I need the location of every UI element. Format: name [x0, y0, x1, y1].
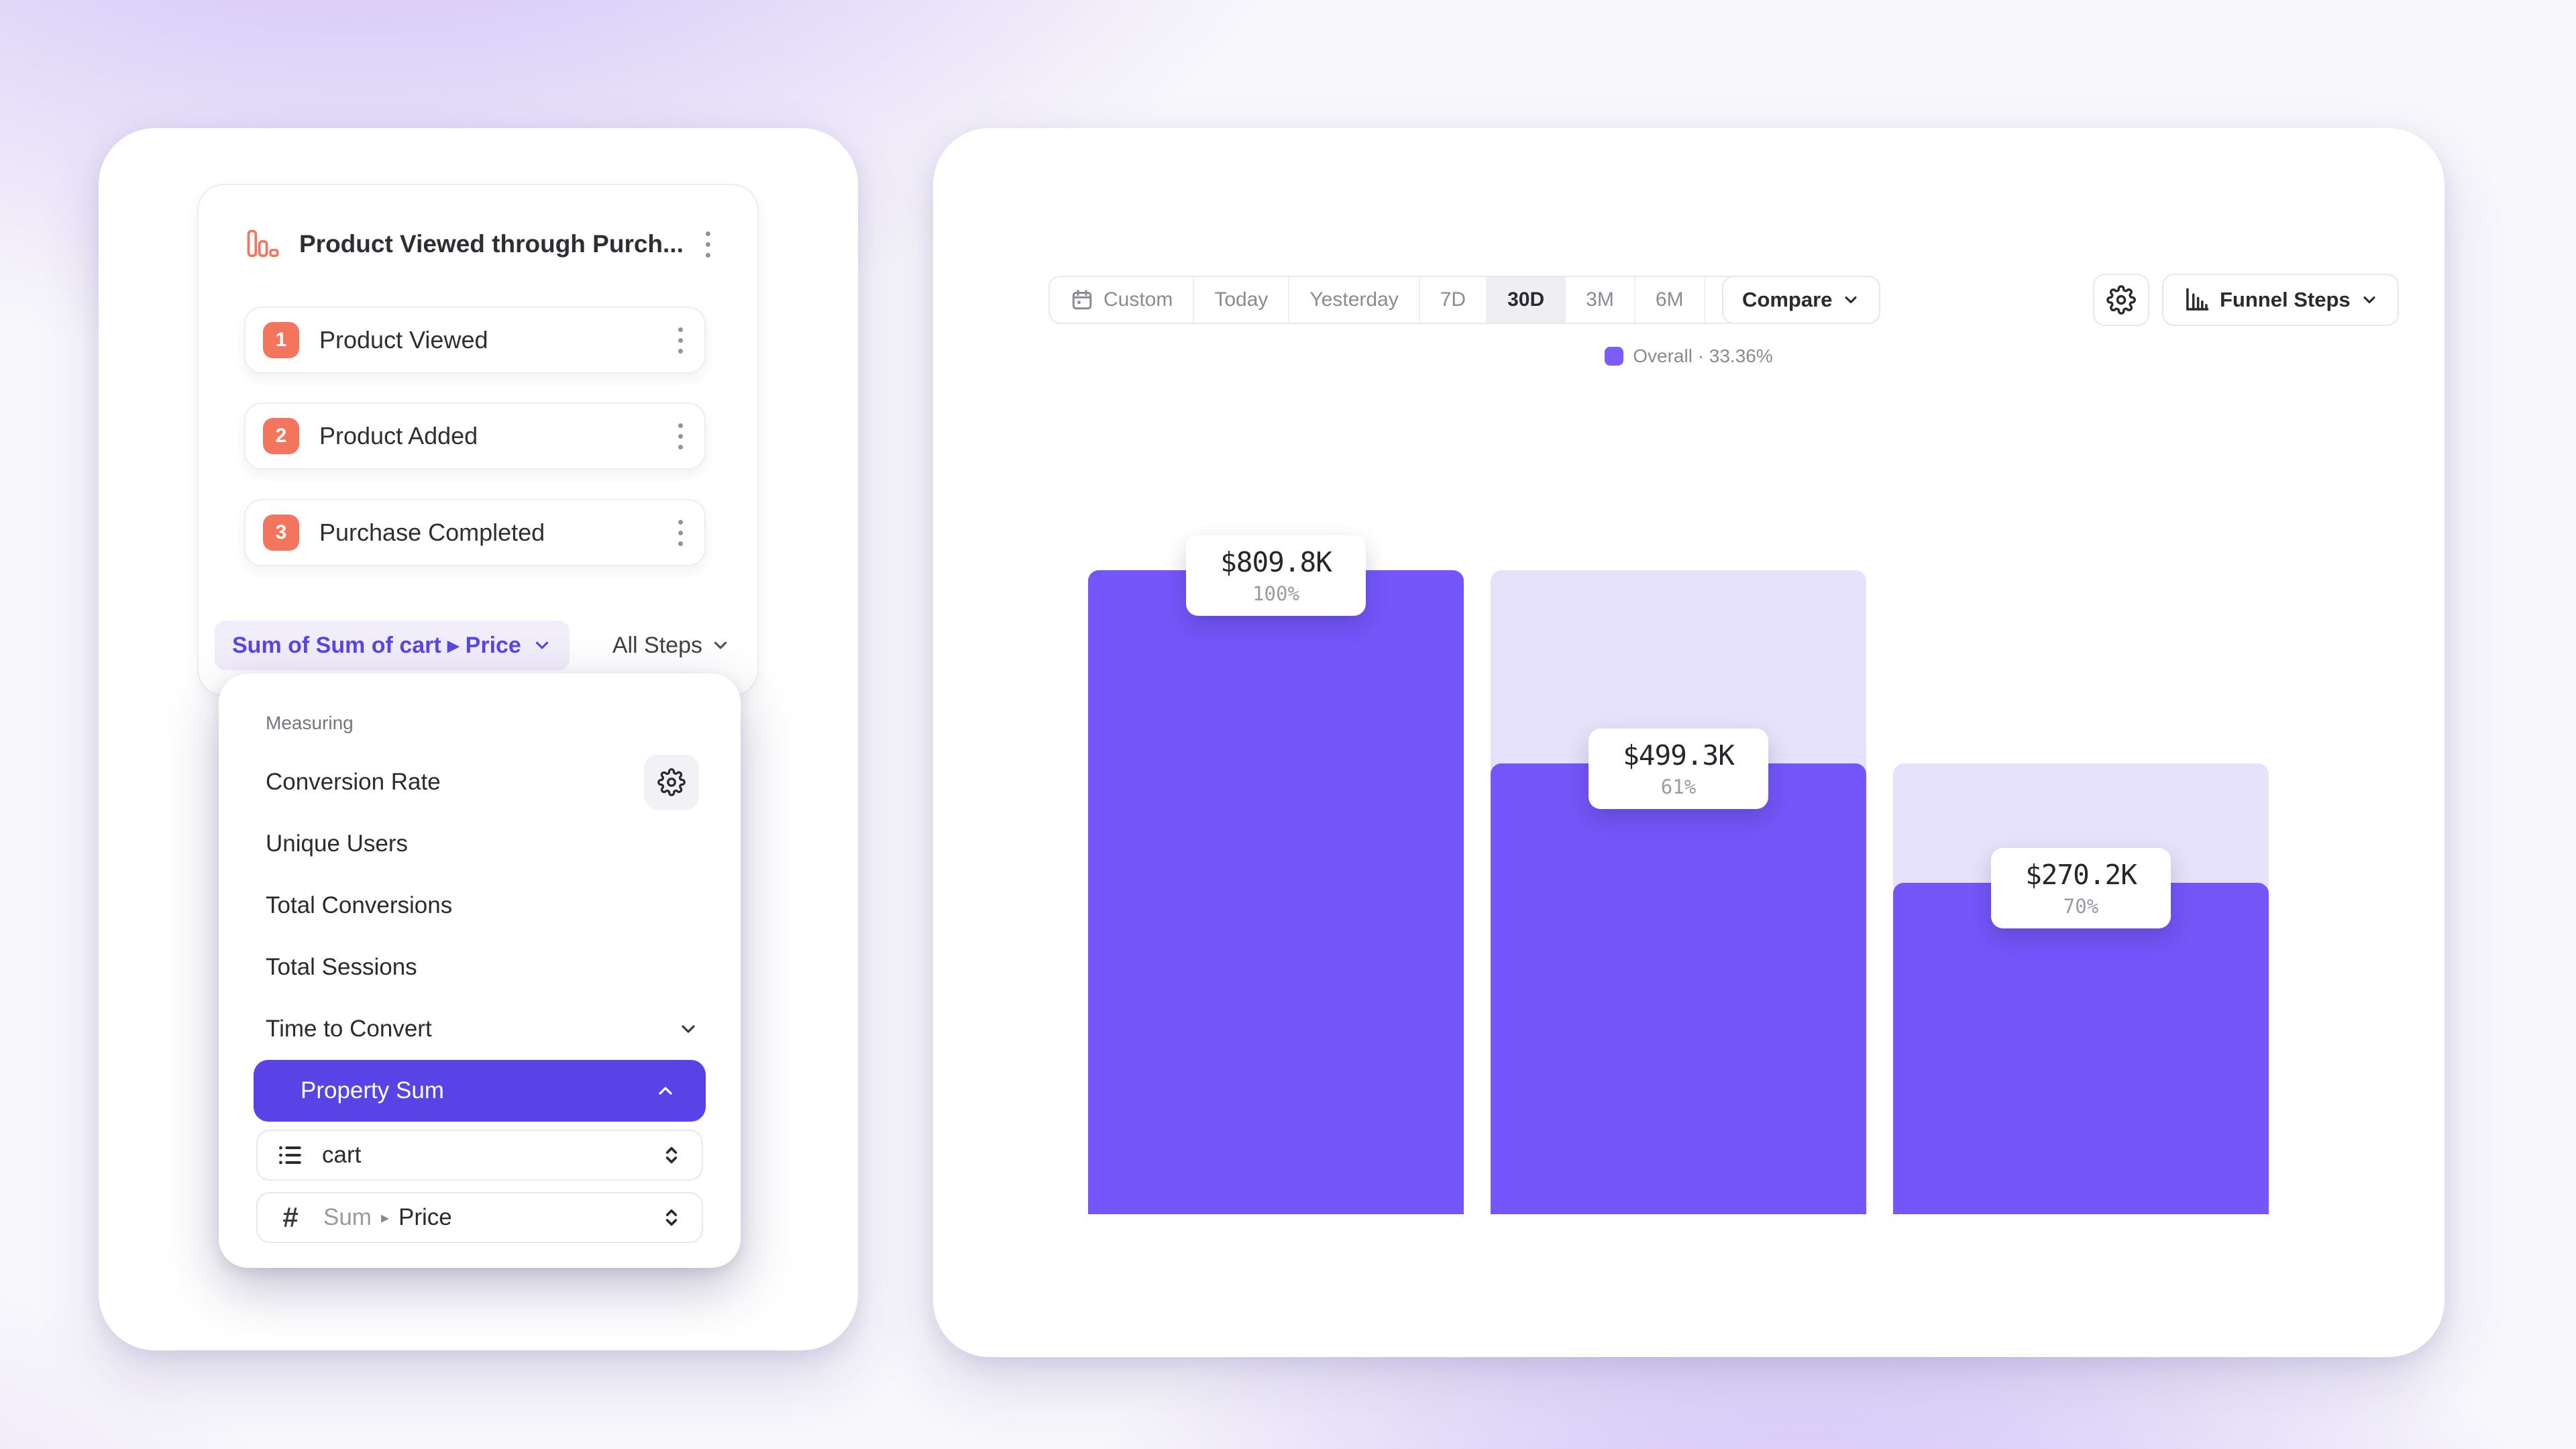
chevron-down-icon: [710, 635, 731, 655]
bar-product-added[interactable]: $499.3K 61%: [1491, 570, 1866, 1214]
range-yesterday[interactable]: Yesterday: [1288, 277, 1418, 323]
bar-fill: [1088, 570, 1464, 1214]
measuring-section-label: Measuring: [266, 712, 354, 733]
step-menu-button[interactable]: [672, 513, 690, 553]
step-number-badge: 1: [263, 322, 299, 358]
bar-fill: [1893, 882, 2269, 1214]
menu-item-total-sessions[interactable]: Total Sessions: [266, 954, 417, 980]
chevron-down-icon: [1841, 290, 1860, 309]
funnel-steps-icon: [2182, 286, 2210, 314]
menu-item-unique-users[interactable]: Unique Users: [266, 830, 409, 857]
menu-item-property-sum[interactable]: Property Sum: [254, 1060, 706, 1122]
chevron-up-icon: [655, 1080, 676, 1102]
arrow-separator: ▸: [380, 1208, 390, 1227]
chart-panel: Custom Today Yesterday 7D 30D 3M 6M 12M …: [933, 128, 2445, 1357]
funnel-bar-chart: $809.8K 100% $499.3K 61% $270.2K 70%: [1088, 535, 2269, 1214]
funnel-title: Product Viewed through Purch...: [299, 230, 684, 258]
range-today[interactable]: Today: [1193, 277, 1288, 323]
legend-swatch: [1605, 347, 1624, 366]
funnel-step-3[interactable]: 3 Purchase Completed: [244, 499, 706, 566]
aggregation-select[interactable]: # Sum ▸ Price: [256, 1192, 703, 1243]
aggregation-value: Price: [398, 1204, 452, 1230]
measurement-row: Sum of Sum of cart ▸ Price All Steps: [215, 621, 731, 670]
up-down-icon: [659, 1205, 684, 1230]
list-icon: [275, 1140, 305, 1170]
property-select-value: cart: [322, 1142, 362, 1168]
funnel-step-2[interactable]: 2 Product Added: [244, 402, 706, 470]
range-3m[interactable]: 3M: [1564, 277, 1634, 323]
gear-icon: [2106, 285, 2136, 315]
bar-product-viewed[interactable]: $809.8K 100%: [1088, 535, 1464, 1214]
aggregation-prefix: Sum: [323, 1204, 372, 1230]
chevron-down-icon: [2360, 290, 2379, 309]
step-label: Purchase Completed: [319, 519, 545, 546]
measurement-value: Sum of Sum of cart ▸ Price: [232, 633, 521, 658]
date-range-control: Custom Today Yesterday 7D 30D 3M 6M 12M: [1049, 276, 1786, 324]
conversion-rate-settings-button[interactable]: [644, 755, 699, 810]
bar-value-tooltip: $270.2K 70%: [1991, 847, 2171, 928]
number-icon: #: [282, 1201, 299, 1233]
legend-overall[interactable]: Overall · 33.36%: [933, 345, 2445, 367]
menu-item-conversion-rate[interactable]: Conversion Rate: [219, 751, 741, 813]
bar-value-tooltip: $809.8K 100%: [1186, 535, 1366, 616]
bar-value-tooltip: $499.3K 61%: [1589, 729, 1768, 809]
step-number-badge: 2: [263, 418, 299, 454]
funnel-step-1[interactable]: 1 Product Viewed: [244, 307, 706, 374]
measuring-menu-list: Conversion Rate Unique Users Total Conve…: [219, 751, 741, 1122]
measurement-dropdown[interactable]: Sum of Sum of cart ▸ Price: [215, 621, 570, 670]
menu-item-total-conversions[interactable]: Total Conversions: [266, 892, 453, 918]
funnel-chart-icon: [244, 227, 279, 262]
step-menu-button[interactable]: [672, 417, 690, 456]
range-30d[interactable]: 30D: [1486, 277, 1565, 323]
measuring-dropdown-panel: Measuring Conversion Rate Unique Users T…: [219, 674, 741, 1268]
step-menu-button[interactable]: [672, 321, 690, 360]
range-6m[interactable]: 6M: [1633, 277, 1704, 323]
funnel-menu-button[interactable]: [699, 225, 717, 264]
step-label: Product Added: [319, 422, 478, 449]
property-select[interactable]: cart: [256, 1130, 703, 1181]
menu-item-time-to-convert[interactable]: Time to Convert: [219, 998, 741, 1060]
compare-button[interactable]: Compare: [1722, 276, 1881, 324]
bar-fill: [1491, 763, 1866, 1214]
steps-scope-value: All Steps: [612, 632, 702, 658]
range-7d[interactable]: 7D: [1418, 277, 1486, 323]
chart-settings-button[interactable]: [2093, 274, 2149, 326]
chevron-down-icon: [678, 1018, 699, 1040]
funnel-header: Product Viewed through Purch...: [244, 213, 717, 275]
legend-label: Overall · 33.36%: [1633, 345, 1773, 366]
gear-icon: [657, 768, 686, 796]
calendar-icon: [1070, 288, 1094, 312]
step-label: Product Viewed: [319, 326, 488, 354]
range-custom[interactable]: Custom: [1050, 277, 1193, 323]
bar-purchase-completed[interactable]: $270.2K 70%: [1893, 570, 2269, 1214]
steps-scope-dropdown[interactable]: All Steps: [612, 633, 731, 659]
query-builder-panel: Product Viewed through Purch... 1 Produc…: [99, 128, 858, 1350]
up-down-icon: [659, 1142, 684, 1168]
chevron-down-icon: [532, 635, 552, 655]
step-number-badge: 3: [263, 515, 299, 551]
funnel-definition-card: Product Viewed through Purch... 1 Produc…: [197, 184, 759, 696]
view-type-dropdown[interactable]: Funnel Steps: [2162, 274, 2399, 326]
